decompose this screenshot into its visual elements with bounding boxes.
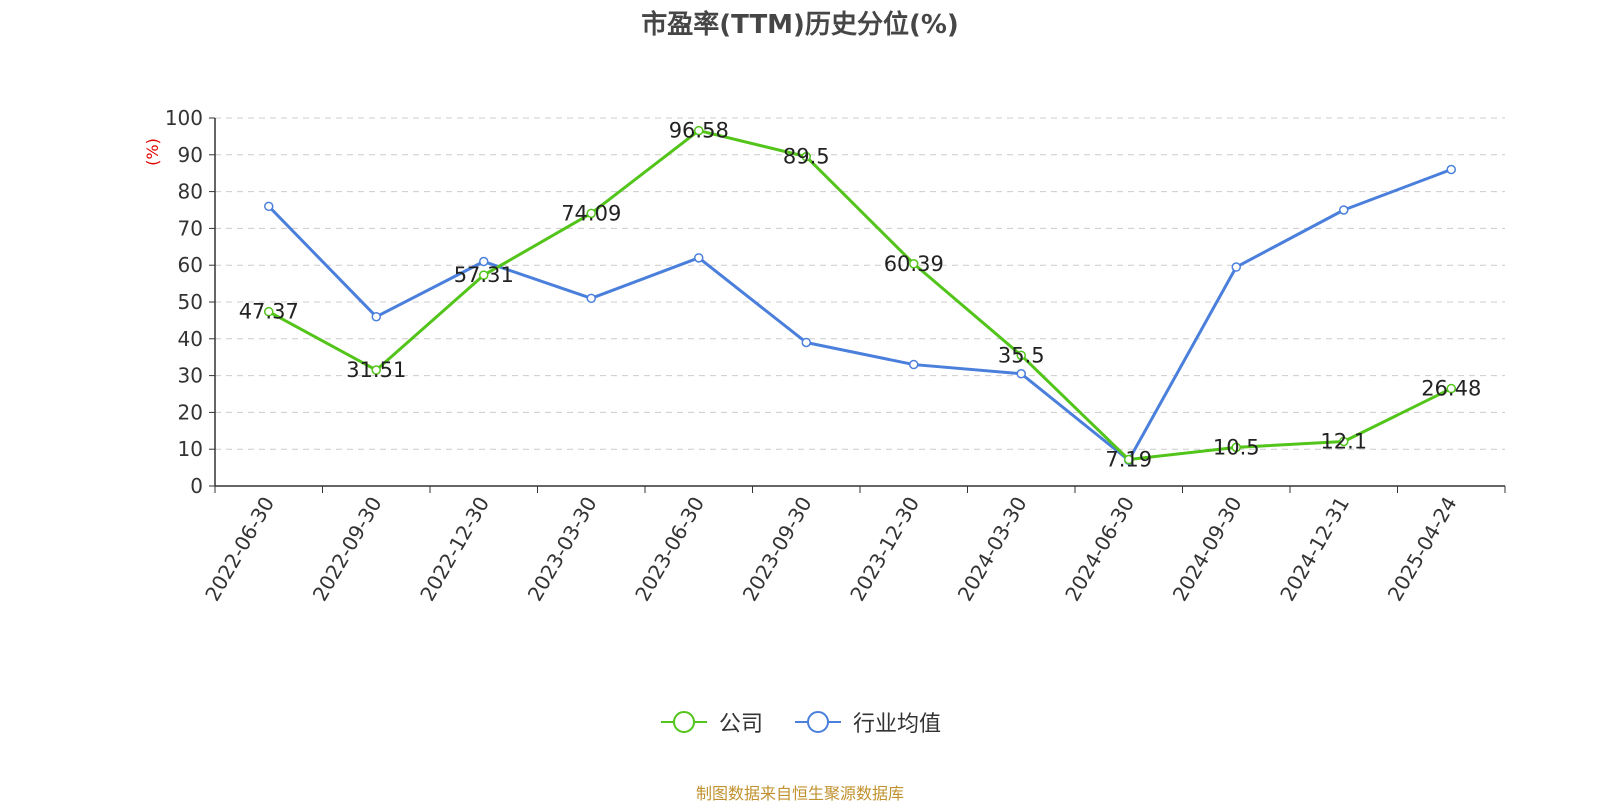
x-tick-label: 2022-09-30 xyxy=(308,493,387,606)
y-tick-label: 40 xyxy=(178,327,203,351)
y-tick-label: 80 xyxy=(178,180,203,204)
y-tick-label: 60 xyxy=(178,253,203,277)
legend-item-company[interactable]: 公司 xyxy=(659,706,763,738)
data-point-industry xyxy=(694,253,704,263)
data-point-company xyxy=(479,270,489,280)
y-tick-label: 30 xyxy=(178,364,203,388)
data-label-company: 31.51 xyxy=(346,358,406,382)
x-tick-label: 2024-03-30 xyxy=(953,493,1032,606)
data-point-company xyxy=(1446,383,1456,394)
y-tick-label: 50 xyxy=(178,290,203,314)
data-point-company xyxy=(586,208,596,219)
data-label-company: 10.5 xyxy=(1213,435,1260,459)
legend-label-company: 公司 xyxy=(718,712,763,737)
data-point-industry xyxy=(1231,262,1241,272)
data-point-company xyxy=(694,125,704,136)
data-label-company: 7.19 xyxy=(1105,448,1152,472)
data-label-company: 35.5 xyxy=(998,343,1045,367)
data-label-company: 89.5 xyxy=(783,145,830,169)
x-tick-label: 2024-12-31 xyxy=(1275,493,1354,606)
data-point-company xyxy=(909,259,919,269)
data-point-industry xyxy=(801,337,811,348)
data-point-company xyxy=(1016,350,1026,361)
data-point-industry xyxy=(264,201,274,212)
data-point-company xyxy=(264,306,274,317)
data-point-company xyxy=(1231,442,1241,453)
y-axis-unit-label: (%) xyxy=(143,138,162,166)
y-tick-label: 90 xyxy=(178,143,203,167)
legend-company-line-icon xyxy=(660,711,707,733)
x-tick-label: 2023-06-30 xyxy=(630,493,709,606)
data-point-company xyxy=(801,151,811,162)
data-label-company: 74.09 xyxy=(561,201,621,225)
y-tick-label: 0 xyxy=(190,474,203,498)
data-point-industry xyxy=(586,293,596,304)
series-line-company xyxy=(268,129,1452,462)
data-label-company: 57.31 xyxy=(454,263,514,287)
data-label-company: 12.1 xyxy=(1320,429,1367,453)
data-point-industry xyxy=(479,256,489,267)
x-tick-label: 2023-12-30 xyxy=(845,493,924,606)
data-label-company: 47.37 xyxy=(239,300,299,324)
data-point-industry xyxy=(371,311,381,322)
x-tick-label: 2022-06-30 xyxy=(200,493,279,606)
data-point-company xyxy=(371,365,381,375)
data-label-company: 60.39 xyxy=(884,252,944,276)
x-tick-label: 2024-06-30 xyxy=(1060,493,1139,606)
y-tick-label: 100 xyxy=(165,106,203,130)
x-tick-label: 2024-09-30 xyxy=(1168,493,1247,606)
data-point-company xyxy=(1124,454,1134,465)
y-tick-label: 70 xyxy=(178,216,203,240)
y-tick-label: 10 xyxy=(178,437,203,461)
data-point-industry xyxy=(1016,369,1026,379)
x-tick-label: 2023-03-30 xyxy=(523,493,602,606)
data-point-industry xyxy=(909,359,919,370)
legend-label-industry: 行业均值 xyxy=(853,712,942,737)
data-source-note: 制图数据来自恒生聚源数据库 xyxy=(695,784,904,803)
data-point-industry xyxy=(1446,164,1456,175)
data-point-industry xyxy=(1339,205,1349,215)
legend: 公司 行业均值 xyxy=(0,706,1600,738)
data-label-company: 96.58 xyxy=(669,119,729,143)
x-tick-label: 2025-04-24 xyxy=(1383,493,1462,606)
x-tick-label: 2023-09-30 xyxy=(738,493,817,606)
legend-industry-line-icon xyxy=(795,711,841,733)
legend-item-industry[interactable]: 行业均值 xyxy=(793,706,941,738)
chart-title: 市盈率(TTM)历史分位(%) xyxy=(641,10,959,40)
x-tick-label: 2022-12-30 xyxy=(415,493,494,606)
data-point-company xyxy=(1339,436,1349,447)
y-tick-label: 20 xyxy=(178,400,203,424)
series-line-industry xyxy=(267,168,1452,462)
data-label-company: 26.48 xyxy=(1421,377,1481,401)
